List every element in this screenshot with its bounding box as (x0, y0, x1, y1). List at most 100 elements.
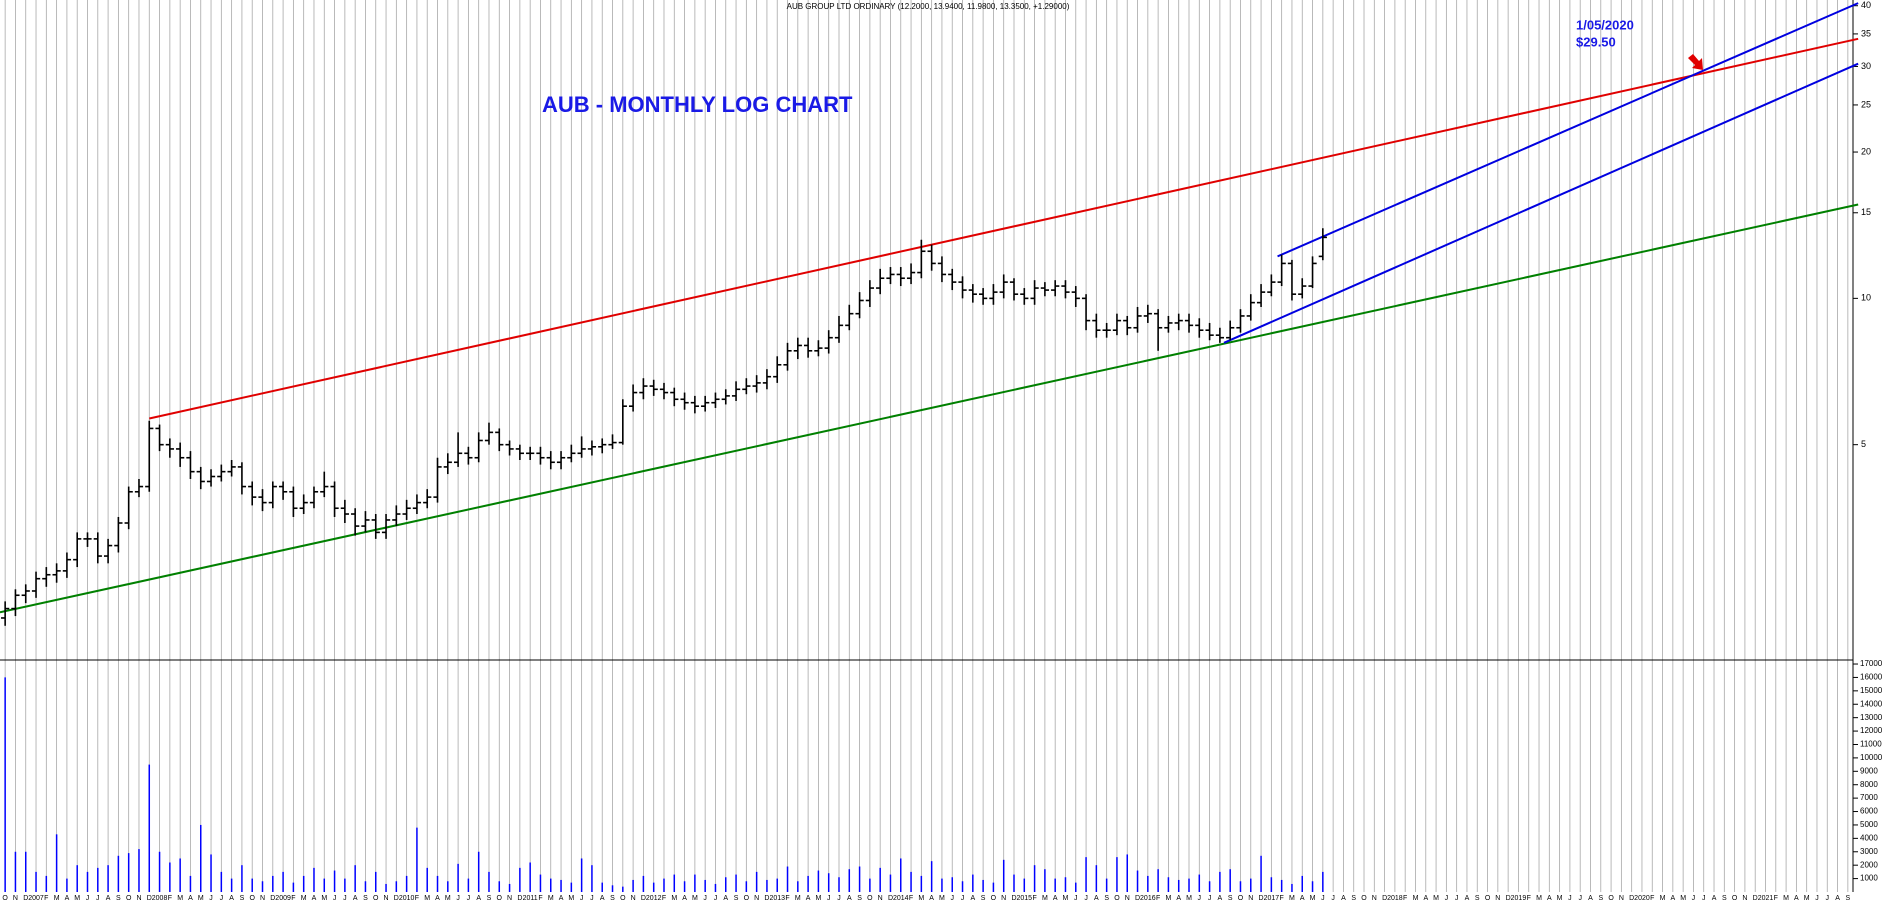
x-tick-label: M (198, 895, 204, 902)
x-tick-label: D (1135, 895, 1140, 902)
x-tick-label: A (1547, 895, 1552, 902)
x-tick-label: F (291, 895, 295, 902)
x-tick-label: A (1053, 895, 1058, 902)
y-tick-label: 10 (1861, 293, 1871, 303)
volume-tick-label: 17000 (1860, 659, 1883, 668)
x-tick-label: N (13, 895, 18, 902)
x-tick-label: A (1465, 895, 1470, 902)
x-tick-label: N (384, 895, 389, 902)
volume-tick-label: 6000 (1860, 807, 1878, 816)
x-tick-label: D (270, 895, 275, 902)
volume-tick-label: 13000 (1860, 713, 1883, 722)
volume-tick-label: 16000 (1860, 673, 1883, 682)
x-tick-label: J (1568, 895, 1572, 902)
x-tick-label: O (867, 895, 873, 902)
x-tick-label: M (692, 895, 698, 902)
x-tick-label: N (631, 895, 636, 902)
x-tick-label: J (827, 895, 831, 902)
x-tick-label: F (1156, 895, 1160, 902)
x-tick-label: N (1001, 895, 1006, 902)
x-tick-label: A (847, 895, 852, 902)
x-tick-label: M (1557, 895, 1563, 902)
x-tick-label: M (321, 895, 327, 902)
x-tick-label: A (970, 895, 975, 902)
volume-tick-label: 3000 (1860, 847, 1878, 856)
x-tick-label: A (312, 895, 317, 902)
x-tick-label: J (1084, 895, 1088, 902)
x-tick-label: J (837, 895, 841, 902)
x-tick-label: D (888, 895, 893, 902)
x-tick-label: O (1114, 895, 1120, 902)
x-tick-label: 2021 (1758, 895, 1774, 902)
x-tick-label: J (96, 895, 100, 902)
x-tick-label: F (1774, 895, 1778, 902)
x-tick-label: A (1176, 895, 1181, 902)
x-tick-label: 2018 (1387, 895, 1403, 902)
x-tick-label: A (1423, 895, 1428, 902)
x-tick-label: M (671, 895, 677, 902)
x-tick-label: O (497, 895, 503, 902)
x-tick-label: S (1351, 895, 1356, 902)
x-tick-label: 2013 (769, 895, 785, 902)
x-tick-label: S (1228, 895, 1233, 902)
volume-tick-label: 9000 (1860, 766, 1878, 775)
x-tick-label: M (918, 895, 924, 902)
x-tick-label: A (1341, 895, 1346, 902)
x-tick-label: J (1578, 895, 1582, 902)
x-tick-label: J (467, 895, 471, 902)
x-tick-label: D (23, 895, 28, 902)
x-tick-label: A (1094, 895, 1099, 902)
x-tick-label: D (1011, 895, 1016, 902)
x-tick-label: J (1702, 895, 1706, 902)
x-tick-label: S (1104, 895, 1109, 902)
x-tick-label: S (1475, 895, 1480, 902)
x-tick-label: D (1629, 895, 1634, 902)
x-tick-label: M (301, 895, 307, 902)
x-tick-label: N (136, 895, 141, 902)
x-tick-label: N (507, 895, 512, 902)
x-tick-label: S (363, 895, 368, 902)
x-tick-label: M (1310, 895, 1316, 902)
x-tick-label: O (126, 895, 132, 902)
x-tick-label: A (1671, 895, 1676, 902)
x-tick-label: N (1742, 895, 1747, 902)
x-tick-label: M (548, 895, 554, 902)
x-tick-label: S (734, 895, 739, 902)
y-tick-label: 35 (1861, 28, 1871, 38)
x-tick-label: O (620, 895, 626, 902)
x-tick-label: N (260, 895, 265, 902)
x-tick-label: S (116, 895, 121, 902)
x-tick-label: D (394, 895, 399, 902)
x-tick-label: M (1783, 895, 1789, 902)
x-tick-label: N (1372, 895, 1377, 902)
x-tick-label: F (1650, 895, 1654, 902)
x-tick-label: A (1300, 895, 1305, 902)
x-tick-label: O (373, 895, 379, 902)
volume-tick-label: 10000 (1860, 753, 1883, 762)
y-tick-label: 40 (1861, 0, 1871, 10)
x-tick-label: J (703, 895, 707, 902)
x-tick-label: F (1280, 895, 1284, 902)
x-tick-label: D (1753, 895, 1758, 902)
x-tick-label: O (1608, 895, 1614, 902)
y-tick-label: 5 (1861, 439, 1866, 449)
x-tick-label: N (1495, 895, 1500, 902)
x-tick-label: M (568, 895, 574, 902)
y-tick-label: 15 (1861, 207, 1871, 217)
x-tick-label: N (754, 895, 759, 902)
x-tick-label: D (517, 895, 522, 902)
y-tick-label: 30 (1861, 61, 1871, 71)
x-tick-label: M (1042, 895, 1048, 902)
x-tick-label: J (1331, 895, 1335, 902)
trend-line (149, 37, 1859, 420)
x-tick-label: O (1732, 895, 1738, 902)
annotation: 1/05/2020 (1576, 17, 1634, 32)
x-tick-label: A (188, 895, 193, 902)
x-tick-label: A (559, 895, 564, 902)
x-tick-label: M (1536, 895, 1542, 902)
x-tick-label: D (1259, 895, 1264, 902)
x-tick-label: A (106, 895, 111, 902)
x-tick-label: F (168, 895, 172, 902)
x-tick-label: M (1063, 895, 1069, 902)
